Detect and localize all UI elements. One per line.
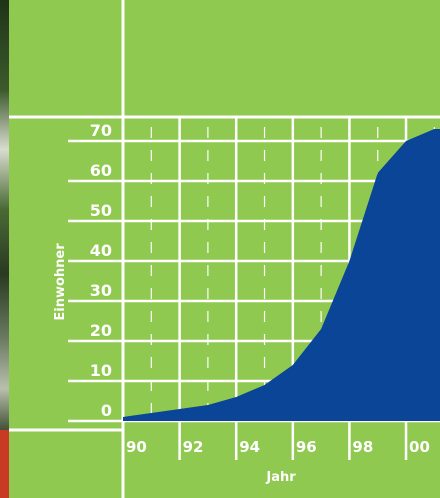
y-tick-label: 40 <box>90 241 112 260</box>
x-tick-label: 92 <box>183 438 204 456</box>
y-tick-label: 60 <box>90 161 112 180</box>
red-accent-band <box>0 430 9 498</box>
y-axis-title: Einwohner <box>53 243 68 321</box>
x-tick-labels: 90 92 94 96 98 00 <box>126 438 430 456</box>
x-tick-label: 96 <box>296 438 317 456</box>
area-fill <box>123 129 440 421</box>
x-tick-label: 90 <box>126 438 147 456</box>
x-tick-label: 00 <box>409 438 430 456</box>
y-tick-label: 50 <box>90 201 112 220</box>
plot-frame <box>9 0 440 498</box>
y-tick-label: 0 <box>101 401 112 420</box>
y-tick-label: 30 <box>90 281 112 300</box>
y-tick-labels: 0 10 20 30 40 50 60 70 <box>90 121 112 420</box>
x-axis-title: Jahr <box>265 470 296 485</box>
photo-edge-strip <box>0 0 9 498</box>
area-series <box>123 129 440 421</box>
y-tick-label: 20 <box>90 321 112 340</box>
x-tick-label: 94 <box>239 438 260 456</box>
y-tick-label: 10 <box>90 361 112 380</box>
y-tick-label: 70 <box>90 121 112 140</box>
x-tick-label: 98 <box>352 438 373 456</box>
